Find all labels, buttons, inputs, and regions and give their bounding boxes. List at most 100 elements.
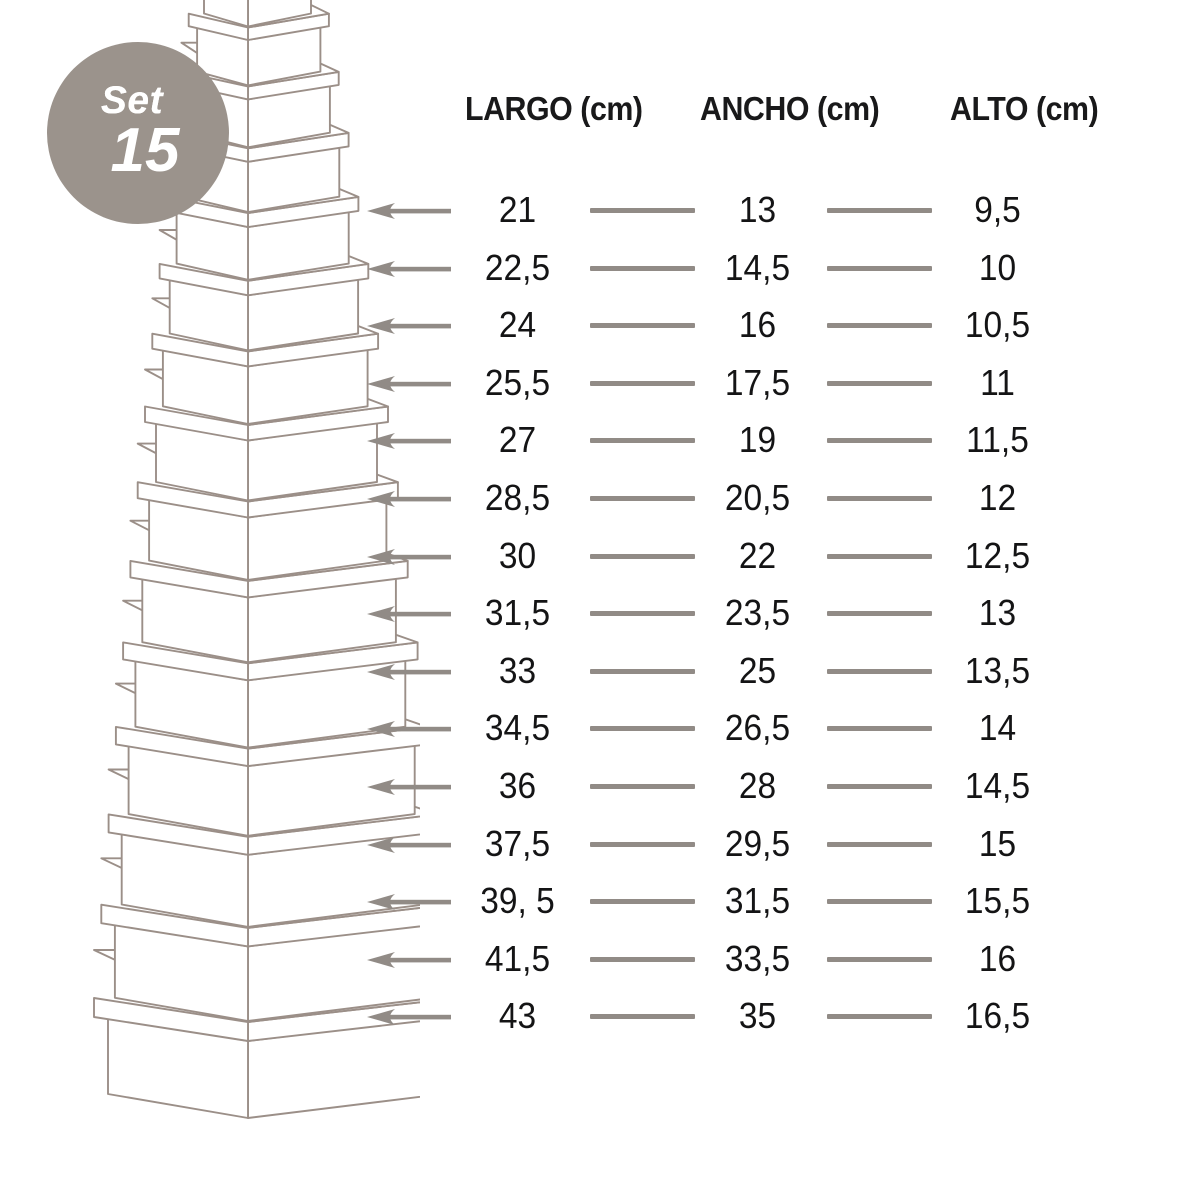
connector-line	[590, 956, 695, 962]
arrow-left-icon	[367, 894, 451, 911]
connector-line	[590, 380, 695, 386]
connector-line	[827, 611, 932, 617]
cell-alto: 16,5	[964, 995, 1031, 1037]
arrow-left-icon	[367, 836, 451, 853]
cell-largo: 28,5	[484, 477, 551, 518]
dimension-row: 28,5 20,5 12	[365, 470, 1065, 526]
box-lid-left-face	[144, 405, 249, 442]
box-lid-left-face	[129, 559, 249, 599]
cell-ancho: 28	[738, 765, 777, 806]
connector-line	[590, 1014, 695, 1020]
arrow-left-icon	[367, 721, 451, 738]
dimension-row: 30 22 12,5	[365, 528, 1065, 584]
cell-alto: 15	[978, 822, 1017, 864]
cell-alto: 13	[978, 592, 1017, 634]
cell-largo: 37,5	[484, 822, 551, 864]
cell-alto: 12,5	[964, 534, 1031, 576]
connector-line	[590, 208, 695, 213]
arrow-left-icon	[367, 491, 451, 507]
header-ancho: ANCHO (cm)	[700, 90, 880, 127]
cell-ancho: 23,5	[724, 592, 791, 634]
box-lid-left-face	[158, 262, 249, 297]
cell-alto: 14	[978, 707, 1017, 749]
dimension-row: 37,5 29,5 15	[365, 816, 1065, 872]
cell-alto: 11	[980, 361, 1015, 403]
connector-line	[827, 1014, 932, 1020]
dimension-row: 41,5 33,5 16	[365, 931, 1065, 987]
cell-ancho: 19	[738, 419, 777, 461]
arrow-left-icon	[367, 779, 451, 795]
cell-largo: 36	[498, 765, 537, 806]
connector-line	[590, 784, 695, 789]
dimension-row: 22,5 14,5 10	[365, 240, 1065, 296]
box-lid-left-face	[93, 997, 249, 1042]
dimension-row: 39, 5 31,5 15,5	[365, 873, 1065, 929]
cell-largo: 21	[498, 189, 537, 230]
dimension-row: 25,5 17,5 11	[365, 355, 1065, 411]
cell-ancho: 35	[738, 995, 777, 1037]
connector-line	[827, 956, 932, 962]
box-body-left-face	[203, 0, 249, 28]
cell-ancho: 31,5	[724, 880, 791, 922]
box-lid-left-face	[100, 903, 249, 948]
arrow-left-icon	[367, 433, 451, 450]
connector-line	[827, 208, 932, 213]
connector-line	[590, 726, 695, 732]
cell-largo: 43	[498, 995, 537, 1037]
connector-line	[590, 611, 695, 617]
cell-largo: 27	[498, 419, 537, 461]
dimension-row: 33 25 13,5	[365, 643, 1065, 699]
arrow-left-icon	[367, 606, 451, 623]
arrow-left-icon	[367, 548, 451, 565]
connector-line	[827, 841, 932, 847]
cell-ancho: 13	[738, 189, 777, 230]
connector-line	[590, 553, 695, 559]
cell-alto: 10	[978, 246, 1017, 288]
connector-line	[590, 668, 695, 674]
connector-line	[590, 899, 695, 905]
arrow-left-icon	[367, 1009, 451, 1026]
box-lid-left-face	[114, 725, 249, 768]
cell-largo: 22,5	[484, 246, 551, 288]
cell-ancho: 33,5	[724, 937, 791, 979]
connector-line	[590, 323, 695, 329]
connector-line	[827, 438, 932, 444]
cell-largo: 25,5	[484, 361, 551, 403]
arrow-left-icon	[367, 318, 451, 335]
cell-alto: 14,5	[964, 765, 1031, 806]
connector-line	[827, 899, 932, 905]
cell-largo: 30	[498, 534, 537, 576]
cell-ancho: 26,5	[724, 707, 791, 749]
box-lid-left-face	[136, 481, 249, 519]
connector-line	[590, 438, 695, 444]
cell-largo: 33	[498, 649, 537, 691]
connector-line	[827, 668, 932, 674]
connector-line	[827, 323, 932, 329]
cell-alto: 12	[978, 477, 1017, 518]
connector-line	[827, 380, 932, 386]
box-lid-left-face	[151, 332, 249, 368]
dimension-row: 43 35 16,5	[365, 988, 1065, 1044]
box-lid-left-face	[107, 813, 249, 856]
dimension-row: 24 16 10,5	[365, 297, 1065, 353]
box-lid-left-face	[122, 641, 249, 682]
arrow-left-icon	[367, 663, 451, 680]
cell-largo: 31,5	[484, 592, 551, 634]
cell-ancho: 25	[738, 649, 777, 691]
header-largo: LARGO (cm)	[465, 90, 643, 127]
column-headers: LARGO (cm) ANCHO (cm) ALTO (cm)	[380, 90, 1170, 138]
cell-largo: 39, 5	[480, 880, 555, 922]
connector-line	[827, 726, 932, 732]
cell-alto: 13,5	[964, 649, 1031, 691]
set-badge-label: Set	[100, 79, 164, 123]
cell-alto: 16	[978, 937, 1017, 979]
dimension-row: 36 28 14,5	[365, 758, 1065, 814]
arrow-left-icon	[367, 260, 451, 277]
cell-ancho: 22	[738, 534, 777, 576]
dimension-row: 27 19 11,5	[365, 412, 1065, 468]
nesting-box	[203, 0, 312, 28]
dimension-row: 21 13 9,5	[365, 182, 1065, 238]
cell-ancho: 20,5	[724, 477, 791, 518]
